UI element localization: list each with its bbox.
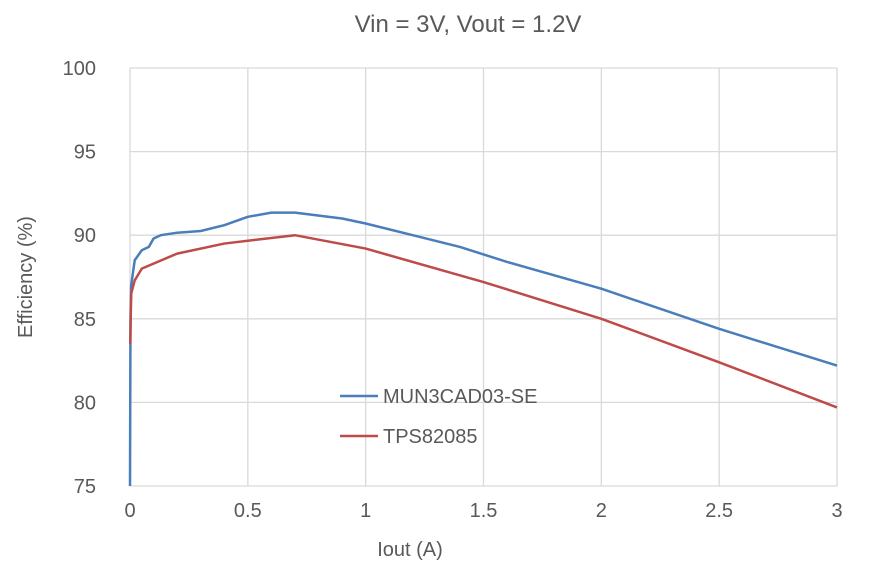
x-tick-label: 2	[596, 500, 607, 522]
chart-title: Vin = 3V, Vout = 1.2V	[355, 11, 582, 38]
x-tick-label: 1	[360, 500, 371, 522]
x-tick-label: 0.5	[234, 500, 262, 522]
x-tick-label: 3	[831, 500, 842, 522]
x-tick-label: 2.5	[705, 500, 733, 522]
y-tick-label: 85	[74, 309, 96, 331]
y-tick-label: 90	[74, 225, 96, 247]
legend-label: TPS82085	[383, 426, 478, 448]
series-line-tps82085	[128, 233, 838, 409]
x-tick-label: 0	[124, 500, 135, 522]
y-tick-label: 80	[74, 392, 96, 414]
legend-label: MUN3CAD03-SE	[383, 386, 537, 408]
x-axis-label: Iout (A)	[377, 539, 443, 561]
y-tick-label: 75	[74, 476, 96, 498]
x-tick-label: 1.5	[470, 500, 498, 522]
y-tick-label: 100	[63, 58, 96, 80]
series-line-mun3cad03-se	[128, 211, 838, 487]
y-tick-label: 95	[74, 142, 96, 164]
y-axis-label: Efficiency (%)	[15, 216, 37, 338]
